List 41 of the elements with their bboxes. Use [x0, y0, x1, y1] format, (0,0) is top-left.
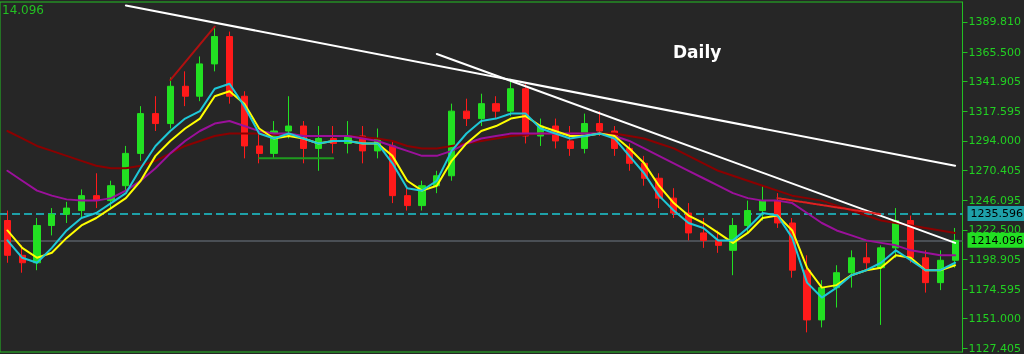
- y-tick-label: 1389.810: [968, 15, 1022, 29]
- candlestick: [226, 31, 233, 105]
- candlestick: [137, 105, 144, 162]
- candlestick: [863, 242, 870, 271]
- y-tick-label: 1270.405: [968, 163, 1022, 177]
- candlestick: [404, 187, 411, 212]
- line-series: [6, 120, 957, 257]
- candlestick: [744, 200, 751, 234]
- y-tick-label: 1341.905: [968, 74, 1022, 88]
- candlestick: [700, 217, 707, 249]
- y-tick-label: 1317.595: [968, 105, 1022, 119]
- candlestick: [478, 93, 485, 127]
- y-tick-label: 1127.405: [968, 341, 1022, 354]
- y-tick-label: 1294.000: [968, 134, 1022, 148]
- candlestick: [152, 95, 159, 132]
- candlestick: [48, 207, 55, 236]
- y-tick-label: 1246.095: [968, 194, 1022, 207]
- ref-line-label: 1214.096: [970, 233, 1024, 247]
- candlestick: [122, 145, 129, 192]
- candlestick: [463, 98, 470, 127]
- y-tick-label: 1151.000: [968, 312, 1022, 326]
- candlestick: [596, 110, 603, 137]
- ref-line-label: 1235.596: [970, 207, 1024, 221]
- candlestick: [818, 279, 825, 328]
- y-tick-label: 1174.595: [968, 282, 1022, 296]
- candlestick: [937, 249, 944, 291]
- annotation: 14.096: [2, 3, 44, 17]
- candlestick: [63, 201, 70, 224]
- candlestick: [567, 125, 574, 157]
- candlestick: [211, 26, 218, 72]
- candlestick: [285, 95, 292, 139]
- candlestick: [922, 249, 929, 294]
- candlestick: [848, 249, 855, 289]
- candlestick: [952, 227, 959, 269]
- candlestick: [492, 95, 500, 120]
- candlestick: [759, 185, 766, 221]
- candlestick: [182, 70, 189, 107]
- y-tick-label: 1365.500: [968, 45, 1022, 59]
- text: Daily: [673, 41, 722, 62]
- candlestick: [196, 55, 203, 102]
- y-tick-label: 1198.905: [968, 252, 1022, 266]
